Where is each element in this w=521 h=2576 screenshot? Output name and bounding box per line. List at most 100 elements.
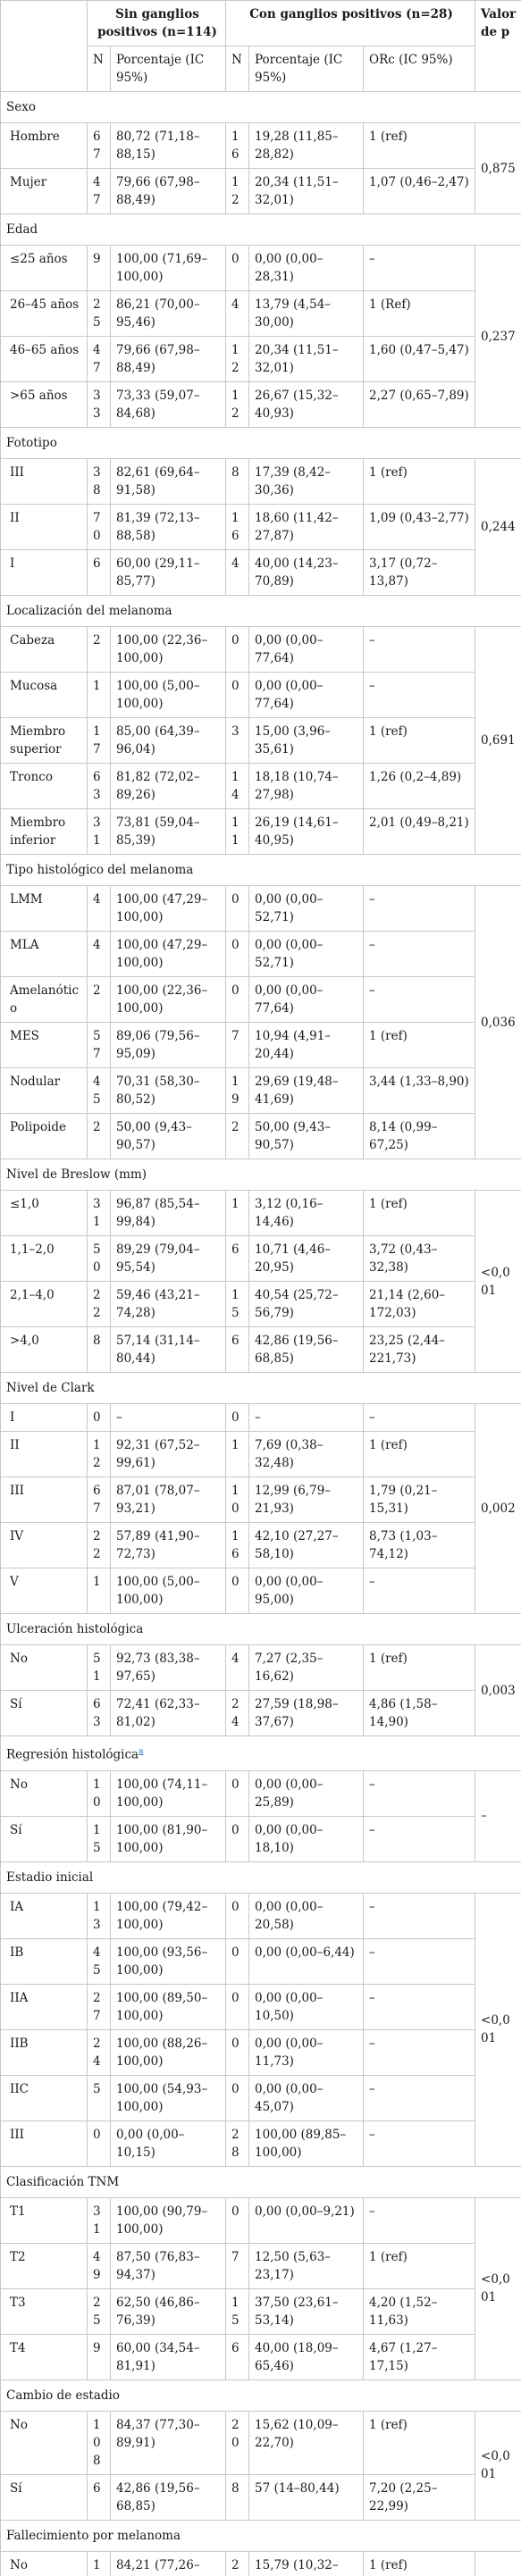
cell-n-with-nodes: 0 — [225, 245, 250, 291]
row-label: IA — [0, 1892, 88, 1939]
cell-pct-with-nodes: 40,00 (14,23–70,89) — [248, 549, 365, 596]
cell-pct-no-nodes: 0,00 (0,00–10,15) — [109, 2120, 227, 2167]
cell-p-value: 0,002 — [475, 1403, 521, 1614]
table-row: 1,1–2,0 50 89,29 (79,04–95,54) 6 10,71 (4,46… — [0, 1235, 521, 1282]
section-title: Localización del melanoma — [6, 604, 172, 618]
table-header: Sin ganglios positivos (n=114) Con gangl… — [0, 0, 521, 92]
header-orc: ORc (IC 95%) — [363, 46, 476, 92]
table-row: I 6 60,00 (29,11–85,77) 4 40,00 (14,23–70,89… — [0, 549, 521, 596]
cell-pct-with-nodes: 0,00 (0,00–11,73) — [248, 2028, 365, 2076]
cell-pct-with-nodes: 0,00 (0,00–45,07) — [248, 2074, 365, 2121]
cell-n-no-nodes: 13 — [87, 1892, 111, 1939]
cell-n-with-nodes: 0 — [225, 2196, 250, 2244]
cell-pct-with-nodes: 26,19 (14,61–40,95) — [248, 808, 365, 855]
cell-pct-no-nodes: 81,82 (72,02–89,26) — [109, 763, 227, 809]
cell-orc: – — [363, 672, 476, 718]
cell-n-with-nodes: 6 — [225, 1326, 250, 1373]
cell-pct-no-nodes: 60,00 (34,54–81,91) — [109, 2333, 227, 2380]
cell-n-no-nodes: 12 — [87, 1431, 111, 1477]
cell-pct-with-nodes: 0,00 (0,00–77,64) — [248, 976, 365, 1023]
cell-pct-with-nodes: 0,00 (0,00–95,00) — [248, 1568, 365, 1614]
header-pct-no-nodes: Porcentaje (IC 95%) — [109, 46, 227, 92]
table-body: Sexo Hombre 67 80,72 (71,18–88,15) 16 19,28 (… — [0, 91, 521, 2576]
cell-pct-with-nodes: 17,39 (8,42–30,36) — [248, 458, 365, 505]
cell-n-with-nodes: 4 — [225, 1644, 250, 1691]
table-row: III 0 0,00 (0,00–10,15) 28 100,00 (89,85–100… — [0, 2120, 521, 2167]
cell-pct-with-nodes: 42,10 (27,27–58,10) — [248, 1522, 365, 1568]
section-title-cell: Ulceración histológica — [0, 1613, 521, 1645]
table-row: Amelanótico 2 100,00 (22,36–100,00) 0 0,00 (… — [0, 976, 521, 1023]
cell-pct-no-nodes: 100,00 (79,42–100,00) — [109, 1892, 227, 1939]
cell-pct-with-nodes: 0,00 (0,00–77,64) — [248, 626, 365, 673]
cell-pct-with-nodes: 13,79 (4,54–30,00) — [248, 290, 365, 337]
cell-pct-no-nodes: 81,39 (72,13–88,58) — [109, 504, 227, 550]
cell-n-no-nodes: 5 — [87, 2074, 111, 2121]
cell-pct-with-nodes: 20,34 (11,51–32,01) — [248, 168, 365, 214]
row-label: Sí — [0, 2473, 88, 2521]
cell-pct-with-nodes: 15,79 (10,32–22,74) — [248, 2550, 365, 2576]
cell-n-with-nodes: 0 — [225, 931, 250, 977]
table-row: >4,0 8 57,14 (31,14–80,44) 6 42,86 (19,56–68… — [0, 1326, 521, 1373]
cell-n-with-nodes: 0 — [225, 1983, 250, 2030]
section-title: Ulceración histológica — [6, 1622, 144, 1636]
row-label: >4,0 — [0, 1326, 88, 1373]
cell-pct-no-nodes: 92,31 (67,52–99,61) — [109, 1431, 227, 1477]
cell-orc: – — [363, 1983, 476, 2030]
cell-n-with-nodes: 19 — [225, 1067, 250, 1114]
section-title: Regresión histológica — [6, 1747, 139, 1762]
cell-p-value: <0,001 — [475, 2410, 521, 2521]
section-title-cell: Fototipo — [0, 427, 521, 459]
cell-orc: – — [363, 1892, 476, 1939]
table-row: Nodular 45 70,31 (58,30–80,52) 19 29,69 (19,… — [0, 1067, 521, 1114]
section-header-row: Localización del melanoma — [0, 595, 521, 627]
cell-p-value: 0,244 — [475, 458, 521, 596]
cell-pct-with-nodes: 10,94 (4,91–20,44) — [248, 1022, 365, 1068]
cell-n-with-nodes: 0 — [225, 672, 250, 718]
cell-n-no-nodes: 6 — [87, 2473, 111, 2521]
cell-n-with-nodes: 0 — [225, 626, 250, 673]
row-label: Mujer — [0, 168, 88, 214]
cell-n-with-nodes: 15 — [225, 2287, 250, 2335]
header-n-with-nodes: N — [225, 46, 250, 92]
cell-pct-no-nodes: 100,00 (47,29–100,00) — [109, 885, 227, 932]
cell-pct-with-nodes: 20,34 (11,51–32,01) — [248, 336, 365, 382]
cell-pct-no-nodes: 84,21 (77,26–89,68) — [109, 2550, 227, 2576]
cell-n-no-nodes: 24 — [87, 2028, 111, 2076]
row-label: III — [0, 458, 88, 505]
cell-pct-no-nodes: 80,72 (71,18–88,15) — [109, 122, 227, 169]
cell-n-no-nodes: 6 — [87, 549, 111, 596]
cell-n-with-nodes: 7 — [225, 1022, 250, 1068]
section-header-row: Clasificación TNM — [0, 2165, 521, 2198]
cell-n-with-nodes: 8 — [225, 458, 250, 505]
cell-pct-no-nodes: 92,73 (83,38–97,65) — [109, 1644, 227, 1691]
section-title-cell: Tipo histológico del melanoma — [0, 854, 521, 886]
cell-pct-with-nodes: 10,71 (4,46–20,95) — [248, 1235, 365, 1282]
table-row: MLA 4 100,00 (47,29–100,00) 0 0,00 (0,00–52,… — [0, 931, 521, 977]
cell-pct-no-nodes: 57,89 (41,90–72,73) — [109, 1522, 227, 1568]
cell-pct-no-nodes: 100,00 (88,26–100,00) — [109, 2028, 227, 2076]
row-label: 46–65 años — [0, 336, 88, 382]
cell-pct-no-nodes: 84,37 (77,30–89,91) — [109, 2410, 227, 2475]
section-header-row: Cambio de estadio — [0, 2379, 521, 2412]
cell-n-with-nodes: 21 — [225, 2550, 250, 2576]
row-label: Nodular — [0, 1067, 88, 1114]
cell-orc: – — [363, 1937, 476, 1985]
cell-orc: – — [363, 2028, 476, 2076]
section-title: Cambio de estadio — [6, 2388, 120, 2403]
cell-n-no-nodes: 38 — [87, 458, 111, 505]
cell-n-with-nodes: 0 — [225, 1568, 250, 1614]
cell-orc: – — [363, 931, 476, 977]
cell-pct-no-nodes: 100,00 (5,00–100,00) — [109, 672, 227, 718]
cell-pct-with-nodes: 12,99 (6,79–21,93) — [248, 1476, 365, 1523]
table-row: Miembro superior 17 85,00 (64,39–96,04) 3 15… — [0, 717, 521, 764]
cell-pct-no-nodes: 70,31 (58,30–80,52) — [109, 1067, 227, 1114]
cell-n-no-nodes: 22 — [87, 1522, 111, 1568]
table-row: LMM 4 100,00 (47,29–100,00) 0 0,00 (0,00–52,… — [0, 885, 521, 1159]
cell-n-no-nodes: 2 — [87, 1113, 111, 1159]
row-label: >65 años — [0, 381, 88, 428]
cell-n-with-nodes: 20 — [225, 2410, 250, 2475]
row-label: IB — [0, 1937, 88, 1985]
footnote-link[interactable]: a — [139, 1747, 144, 1756]
row-label: ≤1,0 — [0, 1190, 88, 1236]
cell-pct-no-nodes: 50,00 (9,43–90,57) — [109, 1113, 227, 1159]
